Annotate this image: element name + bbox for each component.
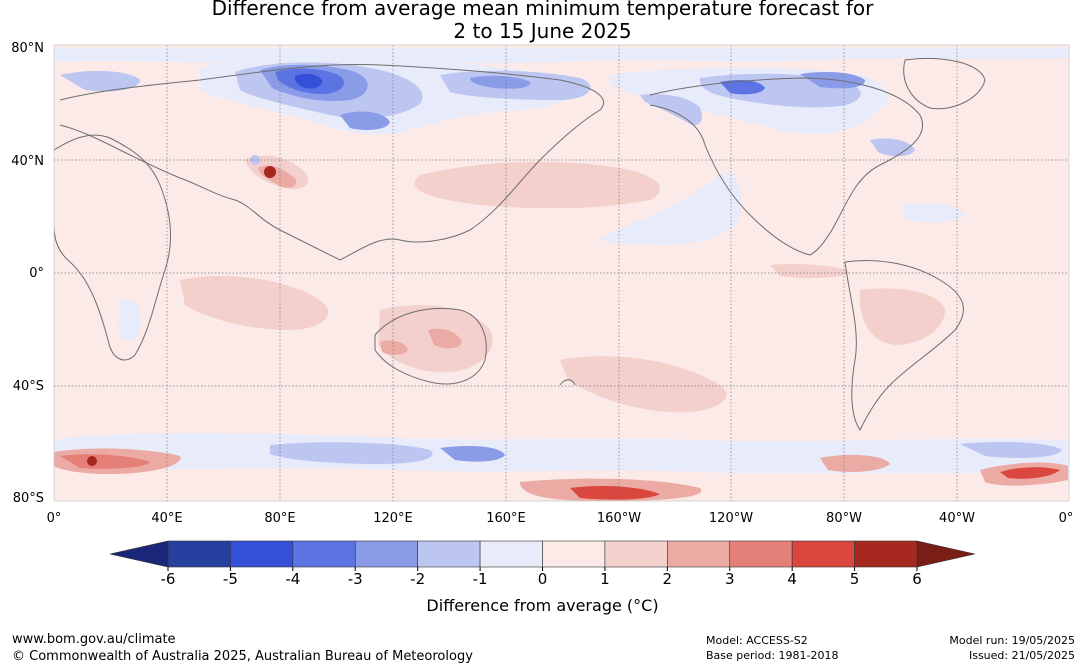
colorbar-ticks: -6 -5 -4 -3 -2 -1 0 1 2 3 4 5 6 bbox=[161, 567, 922, 588]
colorbar-high-extension bbox=[916, 540, 976, 568]
map-title: Difference from average mean minimum tem… bbox=[0, 0, 1085, 43]
colorbar-tick-label: -5 bbox=[223, 570, 238, 588]
lon-label-40e: 40°E bbox=[151, 511, 182, 526]
colorbar-tick-label: 1 bbox=[600, 570, 610, 588]
colorbar-cell bbox=[167, 540, 231, 568]
indian-ocean-warm bbox=[180, 276, 329, 330]
colorbar-tick-label: 6 bbox=[912, 570, 922, 588]
lon-label-0-left: 0° bbox=[47, 511, 62, 526]
colorbar-cell bbox=[542, 540, 606, 568]
footer-model-run: Model run: 19/05/2025 bbox=[949, 634, 1075, 647]
colorbar-title: Difference from average (°C) bbox=[426, 596, 659, 615]
colorbar-tick-label: -4 bbox=[285, 570, 300, 588]
east-pacific-cool bbox=[600, 172, 742, 245]
longitude-labels: 0° 40°E 80°E 120°E 160°E 160°W 120°W 80°… bbox=[47, 511, 1074, 526]
colorbar-cell bbox=[292, 540, 356, 568]
eurasia-outline bbox=[59, 63, 605, 261]
map-title-line2: 2 to 15 June 2025 bbox=[453, 19, 632, 43]
colorbar-cell bbox=[479, 540, 543, 568]
colorbar-tick-label: 4 bbox=[787, 570, 797, 588]
colorbar-cell bbox=[667, 540, 731, 568]
colorbar-low-extension bbox=[109, 540, 169, 568]
coastlines bbox=[54, 57, 986, 431]
lon-label-0-right: 0° bbox=[1059, 511, 1074, 526]
colorbar-cell bbox=[230, 540, 294, 568]
southern-ocean-cool-3 bbox=[440, 446, 505, 462]
colorbar-tick-label: 5 bbox=[850, 570, 860, 588]
footer-model-info: Model: ACCESS-S2 Base period: 1981-2018 bbox=[706, 633, 838, 663]
alaska-cool bbox=[640, 94, 702, 126]
lat-label-80s: 80°S bbox=[13, 491, 44, 506]
antarctic-warm-2 bbox=[570, 486, 660, 500]
colorbar-tick-label: -2 bbox=[410, 570, 425, 588]
south-pacific-warm bbox=[560, 356, 727, 413]
colorbar-tick-label: -1 bbox=[473, 570, 488, 588]
south-atlantic-warm-core bbox=[87, 456, 97, 466]
lon-label-80e: 80°E bbox=[264, 511, 295, 526]
footer-model: Model: ACCESS-S2 bbox=[706, 634, 808, 647]
footer-url[interactable]: www.bom.gov.au/climate bbox=[12, 632, 176, 647]
mongolia-cool bbox=[340, 111, 390, 130]
atlantic-cool bbox=[900, 203, 965, 223]
north-pacific-warm bbox=[414, 161, 660, 209]
greenland-outline bbox=[903, 57, 986, 110]
footer-issued: Issued: 21/05/2025 bbox=[968, 649, 1075, 662]
anomaly-field bbox=[54, 48, 1069, 501]
lon-label-120w: 120°W bbox=[709, 511, 753, 526]
south-atlantic-warm-2 bbox=[60, 454, 150, 469]
east-siberia-cool-2 bbox=[470, 75, 531, 89]
graticule bbox=[54, 45, 1069, 501]
colorbar-cell bbox=[604, 540, 668, 568]
lon-label-80w: 80°W bbox=[826, 511, 862, 526]
lon-label-160w: 160°W bbox=[597, 511, 641, 526]
southern-ocean-cool-4 bbox=[960, 442, 1062, 458]
colorbar: -6 -5 -4 -3 -2 -1 0 1 2 3 4 5 6 bbox=[109, 540, 976, 588]
colorbar-tick-label: -3 bbox=[348, 570, 363, 588]
africa-outline bbox=[54, 134, 171, 361]
new-zealand-outline bbox=[559, 379, 576, 386]
siberia-cool-core bbox=[294, 73, 323, 89]
australia-warm-2 bbox=[428, 328, 462, 349]
lat-label-40s: 40°S bbox=[13, 379, 44, 394]
weddell-warm-2 bbox=[1000, 467, 1060, 479]
colorbar-tick-label: 0 bbox=[538, 570, 548, 588]
colorbar-tick-label: 2 bbox=[663, 570, 673, 588]
lat-label-80n: 80°N bbox=[11, 41, 44, 56]
lon-label-40w: 40°W bbox=[939, 511, 975, 526]
north-america-outline bbox=[649, 77, 923, 256]
lat-label-0: 0° bbox=[29, 266, 44, 281]
himalaya-warm-core bbox=[264, 166, 276, 178]
footer-left: www.bom.gov.au/climate © Commonwealth of… bbox=[12, 631, 473, 665]
lon-label-120e: 120°E bbox=[373, 511, 413, 526]
latitude-labels: 80°N 40°N 0° 40°S 80°S bbox=[11, 41, 44, 506]
colorbar-cell bbox=[791, 540, 855, 568]
scandinavia-cool bbox=[60, 70, 140, 92]
australia-warm-3 bbox=[380, 340, 408, 355]
amundsen-warm bbox=[820, 454, 890, 472]
footer-copyright: © Commonwealth of Australia 2025, Austra… bbox=[12, 649, 473, 664]
south-america-outline bbox=[844, 260, 964, 431]
lat-label-40n: 40°N bbox=[11, 154, 44, 169]
lon-label-160e: 160°E bbox=[486, 511, 526, 526]
colorbar-tick-label: -6 bbox=[161, 570, 176, 588]
colorbar-cells bbox=[167, 540, 918, 568]
colorbar-cell bbox=[854, 540, 918, 568]
colorbar-cell bbox=[729, 540, 793, 568]
colorbar-cell bbox=[417, 540, 481, 568]
footer-dates: Model run: 19/05/2025 Issued: 21/05/2025 bbox=[949, 633, 1075, 663]
map-frame bbox=[53, 44, 1070, 502]
australia-outline bbox=[374, 307, 487, 385]
footer-base-period: Base period: 1981-2018 bbox=[706, 649, 839, 662]
brazil-warm bbox=[859, 288, 945, 345]
southern-ocean-cool-2 bbox=[270, 442, 433, 464]
colorbar-tick-label: 3 bbox=[725, 570, 735, 588]
map-title-line1: Difference from average mean minimum tem… bbox=[211, 0, 874, 20]
colorbar-cell bbox=[354, 540, 418, 568]
east-pacific-warm bbox=[770, 263, 850, 279]
southern-africa-cool bbox=[118, 299, 142, 342]
